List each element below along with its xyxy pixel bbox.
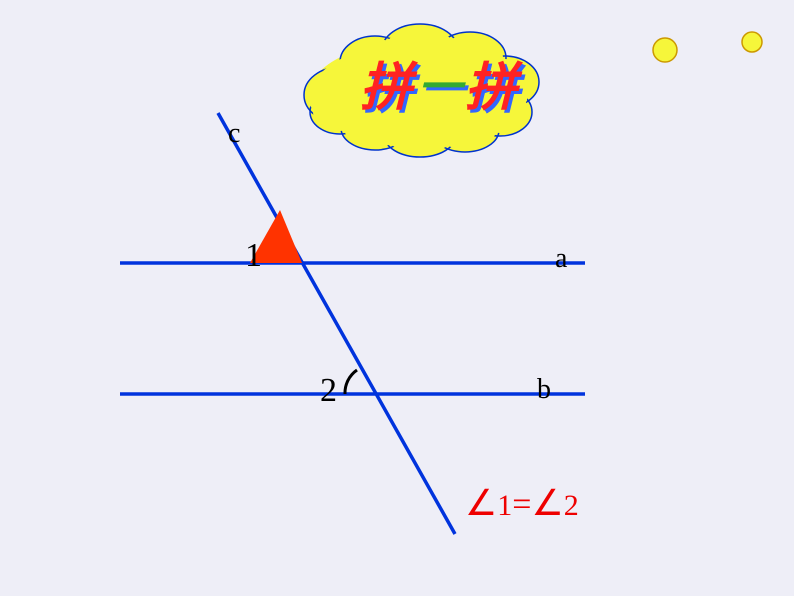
diagram-svg: 拼拼一一拼拼 (0, 0, 794, 596)
angle-arc-marker (345, 370, 357, 394)
line-label-a: a (555, 243, 567, 275)
line-label-c: c (228, 118, 240, 150)
equation-text: ∠1=∠2 (465, 482, 579, 524)
svg-text:一: 一 (418, 63, 466, 112)
angle-label-2: 2 (320, 372, 337, 410)
geometry-lines (120, 113, 585, 534)
svg-text:拼: 拼 (465, 60, 524, 117)
line-label-b: b (537, 374, 551, 406)
angle-label-1: 1 (245, 237, 262, 275)
diagram-container: 拼拼一一拼拼 c a b 1 2 ∠1=∠2 (0, 0, 794, 596)
svg-text:拼: 拼 (360, 60, 419, 117)
decorative-dots (653, 32, 762, 62)
title-text: 拼拼一一拼拼 (360, 60, 527, 120)
